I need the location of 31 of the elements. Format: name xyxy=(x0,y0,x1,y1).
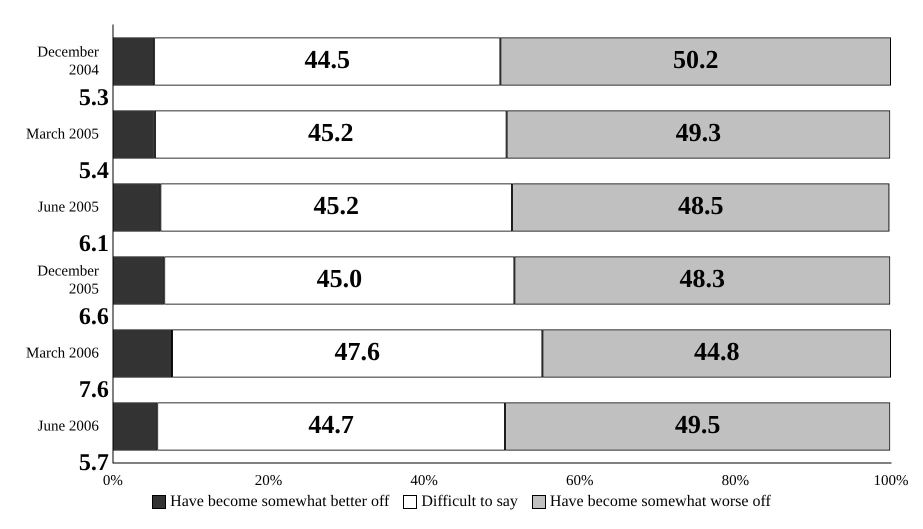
y-tick-label: March 2006 xyxy=(26,345,100,362)
x-tick-label: 100% xyxy=(874,472,908,489)
data-label: 6.6 xyxy=(78,304,109,330)
y-tick-label: December 2004 xyxy=(37,44,100,78)
data-label: 5.4 xyxy=(78,158,109,184)
data-label: 45.2 xyxy=(308,118,354,148)
data-label: 44.7 xyxy=(308,410,354,440)
data-label: 5.3 xyxy=(78,84,109,111)
data-label: 47.6 xyxy=(334,337,380,366)
data-label: 6.1 xyxy=(78,230,109,257)
data-label: 45.0 xyxy=(316,264,362,294)
data-label: 45.2 xyxy=(313,191,359,220)
data-label: 49.3 xyxy=(676,118,722,148)
legend-label: Have become somewhat worse off xyxy=(550,493,771,511)
data-label: 48.5 xyxy=(678,191,724,220)
data-label: 7.6 xyxy=(78,376,109,403)
x-tick-label: 20% xyxy=(254,472,282,489)
y-tick-label: June 2005 xyxy=(38,199,99,216)
x-tick-label: 40% xyxy=(410,472,438,489)
y-tick-label: December 2005 xyxy=(37,263,99,298)
y-tick-label: March 2005 xyxy=(26,126,99,142)
data-label: 50.2 xyxy=(672,45,718,74)
y-tick-label: June 2006 xyxy=(38,418,100,434)
x-tick-label: 60% xyxy=(566,472,594,489)
data-label: 48.3 xyxy=(680,264,726,294)
data-label: 44.8 xyxy=(694,337,740,366)
legend-label: Have become somewhat better off xyxy=(170,493,390,511)
x-tick-label: 80% xyxy=(722,472,750,489)
data-label: 49.5 xyxy=(674,410,720,440)
data-label: 44.5 xyxy=(304,45,350,74)
text: Difficult to say xyxy=(421,493,518,511)
